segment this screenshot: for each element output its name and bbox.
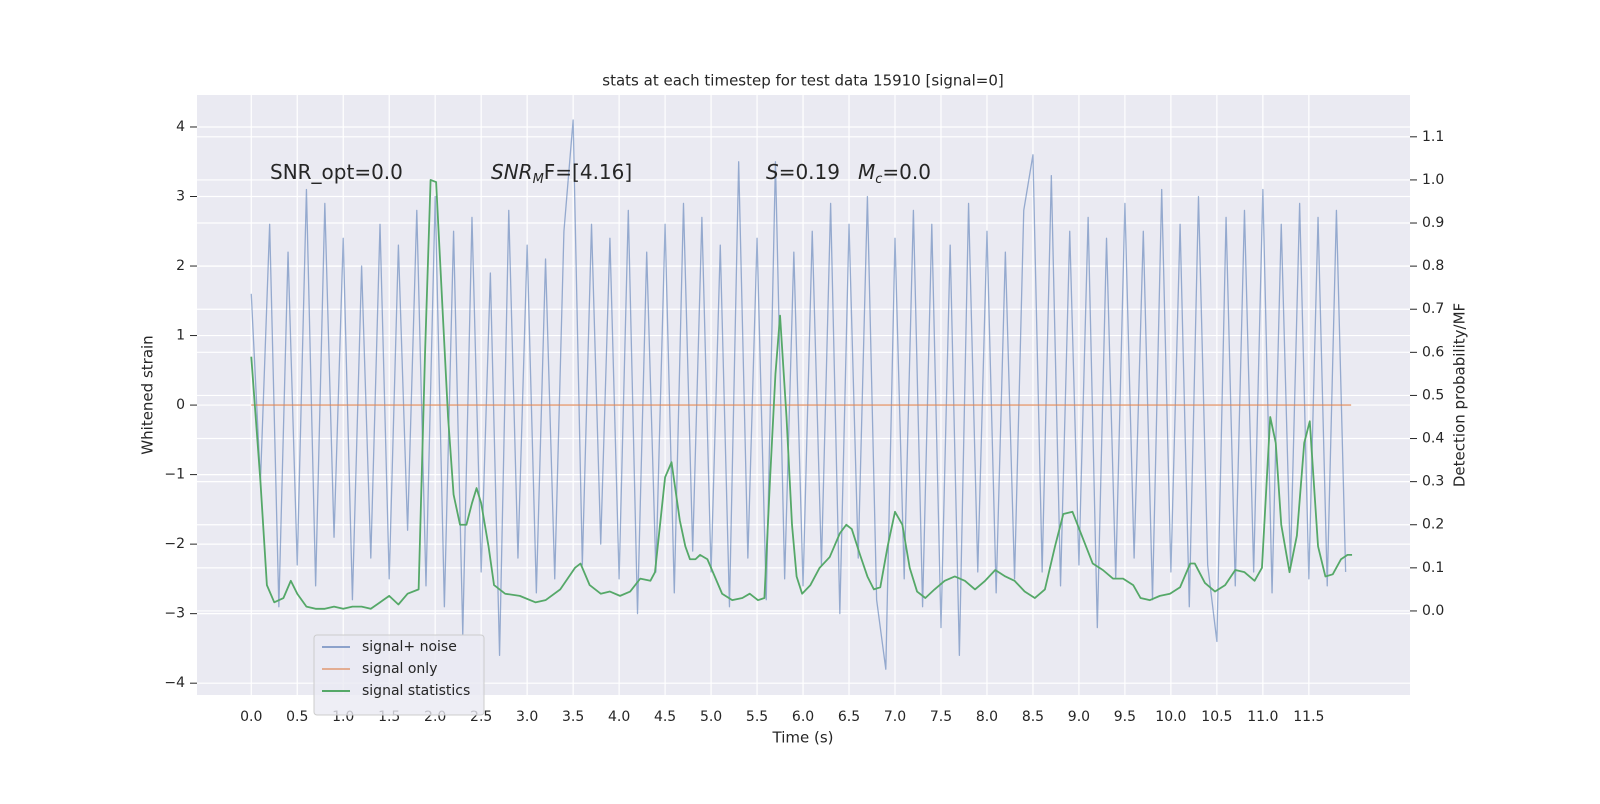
x-tick-label: 7.5 <box>930 709 952 725</box>
x-tick-label: 8.5 <box>1022 709 1044 725</box>
y2-tick-label: 0.8 <box>1422 258 1444 274</box>
x-tick-label: 0.5 <box>286 709 308 725</box>
annotation: SNRMF=[4.16] <box>491 160 632 187</box>
x-tick-label: 3.5 <box>562 709 584 725</box>
x-tick-label: 7.0 <box>884 709 906 725</box>
x-axis-label: Time (s) <box>772 729 834 747</box>
y2-tick-label: 0.7 <box>1422 301 1444 317</box>
x-tick-label: 8.0 <box>976 709 998 725</box>
x-tick-label: 3.0 <box>516 709 538 725</box>
legend-label: signal+ noise <box>362 639 457 655</box>
chart-title: stats at each timestep for test data 159… <box>602 72 1003 90</box>
y2-tick-label: 0.1 <box>1422 560 1444 576</box>
y-tick-label: 2 <box>176 258 185 274</box>
x-tick-label: 0.0 <box>240 709 262 725</box>
labels: 0.0 0.5 1.0 1.5 2.0 2.5 3.0 3.5 4.0 4.5 5.0 5.5 6.0 6… <box>164 119 1444 725</box>
x-tick-label: 4.0 <box>608 709 630 725</box>
y-tick-label: 1 <box>176 328 185 344</box>
annotation-part: =0.0 <box>882 160 931 184</box>
annotation-part: M <box>858 160 875 184</box>
y2-tick-label: 0.3 <box>1422 474 1444 490</box>
legend-label: signal only <box>362 661 437 677</box>
annotation-subscript: M <box>533 172 544 187</box>
y2-tick-label: 0.6 <box>1422 344 1444 360</box>
annotation-part: SNR_opt=0.0 <box>270 160 403 184</box>
legend-label: signal statistics <box>362 683 470 699</box>
annotation-part: S <box>766 160 779 184</box>
annotation: SNR_opt=0.0 <box>270 160 403 184</box>
x-tick-label: 11.5 <box>1293 709 1324 725</box>
x-tick-label: 9.5 <box>1114 709 1136 725</box>
y-tick-label: 3 <box>176 189 185 205</box>
annotation-part: =0.19 <box>779 160 840 184</box>
x-tick-label: 5.0 <box>700 709 722 725</box>
y2-tick-label: 0.9 <box>1422 215 1444 231</box>
x-tick-label: 10.5 <box>1201 709 1232 725</box>
x-tick-label: 11.0 <box>1247 709 1278 725</box>
y2-tick-label: 1.0 <box>1422 172 1444 188</box>
x-tick-label: 10.0 <box>1155 709 1186 725</box>
y-tick-label: 0 <box>176 397 185 413</box>
y2-axis-label: Detection probability/MF <box>1451 303 1469 487</box>
y2-tick-label: 0.0 <box>1422 603 1444 619</box>
annotation-part: SNR <box>491 160 533 184</box>
y-tick-label: −2 <box>164 536 185 552</box>
series-line <box>250 119 1347 670</box>
series-line <box>250 179 1353 610</box>
marks <box>250 119 1353 670</box>
y-tick-label: −3 <box>164 606 185 622</box>
x-tick-label: 9.0 <box>1068 709 1090 725</box>
y-tick-label: −1 <box>164 467 185 483</box>
legend-box <box>313 634 485 716</box>
x-tick-label: 6.5 <box>838 709 860 725</box>
y2-tick-label: 1.1 <box>1422 129 1444 145</box>
annotation-subscript: c <box>875 172 882 187</box>
y-tick-label: −4 <box>164 675 185 691</box>
x-tick-label: 4.5 <box>654 709 676 725</box>
y-tick-label: 4 <box>176 119 185 135</box>
annotation: Mc=0.0 <box>858 160 931 187</box>
y2-tick-label: 0.5 <box>1422 387 1444 403</box>
y2-tick-label: 0.2 <box>1422 517 1444 533</box>
y2-tick-label: 0.4 <box>1422 431 1444 447</box>
x-tick-label: 6.0 <box>792 709 814 725</box>
annotation-part: F=[4.16] <box>544 160 632 184</box>
x-tick-label: 5.5 <box>746 709 768 725</box>
y-axis-label: Whitened strain <box>139 335 157 454</box>
annotation: S=0.19 <box>766 160 840 184</box>
